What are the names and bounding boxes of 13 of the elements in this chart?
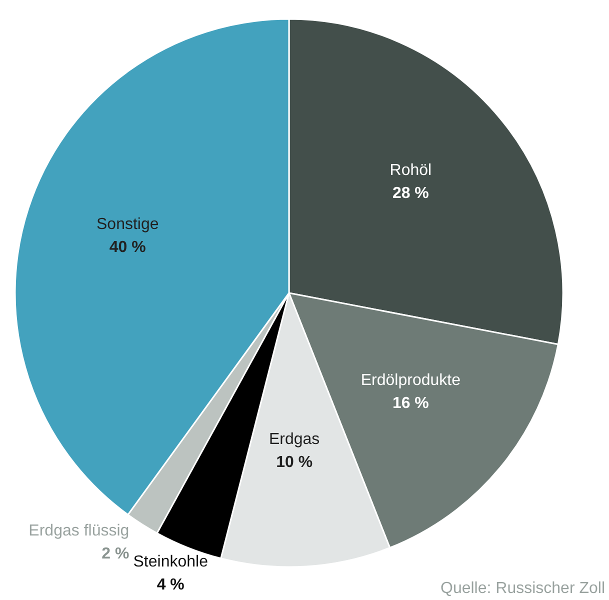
source-note: Quelle: Russischer Zoll [440, 580, 605, 598]
data-label: 10 % [276, 454, 313, 472]
slice-label: Steinkohle [133, 553, 208, 570]
data-label: 40 % [109, 239, 146, 256]
slice-label: Erdölprodukte [360, 372, 461, 389]
data-label: 4 % [156, 576, 184, 594]
slice-label: Sonstige [96, 216, 159, 234]
slice-label: Erdgas [268, 431, 320, 448]
data-label: 2 % [102, 545, 130, 562]
data-label: 28 % [392, 185, 429, 202]
slice-label: Erdgas flüssig [28, 522, 130, 540]
slice-label: Rohöl [390, 162, 432, 180]
data-label: 16 % [392, 394, 429, 412]
